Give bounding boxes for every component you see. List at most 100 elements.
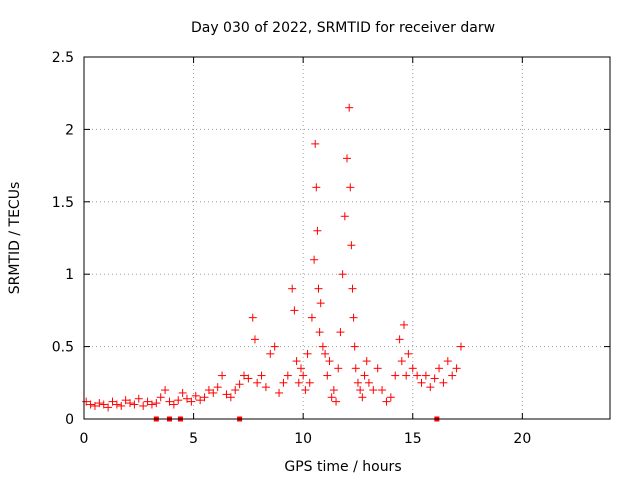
data-point <box>196 396 205 405</box>
data-point <box>382 397 391 406</box>
data-point <box>310 255 319 264</box>
data-point <box>204 386 213 395</box>
data-point <box>404 349 413 358</box>
data-point <box>112 400 121 409</box>
data-point <box>292 357 301 366</box>
data-point <box>397 357 406 366</box>
data-point <box>426 383 435 392</box>
data-point <box>266 349 275 358</box>
data-point <box>209 388 218 397</box>
x-axis-label: GPS time / hours <box>284 459 401 475</box>
data-point <box>222 390 231 399</box>
data-point <box>117 401 126 410</box>
data-point <box>358 393 367 402</box>
data-point <box>350 342 359 351</box>
data-point <box>200 393 209 402</box>
data-point <box>336 328 345 337</box>
x-tick-label: 0 <box>80 431 89 447</box>
data-point <box>332 397 341 406</box>
data-point <box>316 299 325 308</box>
data-point <box>126 399 135 408</box>
y-tick-label: 0 <box>65 412 74 428</box>
data-point <box>452 364 461 373</box>
data-point <box>165 397 174 406</box>
data-point <box>360 371 369 380</box>
data-point <box>95 399 104 408</box>
data-point <box>345 103 354 112</box>
data-point <box>147 400 156 409</box>
data-point <box>443 357 452 366</box>
data-point <box>327 393 336 402</box>
data-point <box>305 378 314 387</box>
data-point <box>218 371 227 380</box>
data-point <box>156 393 165 402</box>
data-point <box>301 386 310 395</box>
data-point <box>315 328 324 337</box>
data-point <box>257 371 266 380</box>
x-tick-label: 10 <box>294 431 312 447</box>
grid-lines <box>84 57 610 419</box>
data-point <box>349 313 358 322</box>
data-point <box>191 391 200 400</box>
chart-title: Day 030 of 2022, SRMTID for receiver dar… <box>191 20 495 36</box>
data-point <box>299 371 308 380</box>
data-point <box>161 386 170 395</box>
data-point <box>439 378 448 387</box>
data-point <box>279 378 288 387</box>
data-point <box>373 364 382 373</box>
data-point <box>139 401 148 410</box>
data-point <box>303 349 312 358</box>
data-point <box>104 403 113 412</box>
data-point <box>356 386 365 395</box>
data-point <box>290 306 299 315</box>
data-point <box>347 241 356 250</box>
data-point <box>250 335 259 344</box>
data-point <box>399 320 408 329</box>
data-point <box>261 383 270 392</box>
data-point <box>86 400 95 409</box>
y-tick-label: 1 <box>65 267 74 283</box>
data-point <box>313 226 322 235</box>
data-point <box>235 380 244 389</box>
data-point <box>348 284 357 293</box>
data-point <box>294 378 303 387</box>
x-tick-label: 5 <box>189 431 198 447</box>
data-point <box>395 335 404 344</box>
data-point <box>99 400 108 409</box>
data-point <box>174 396 183 405</box>
data-point <box>346 183 355 192</box>
data-point <box>430 374 439 383</box>
data-point <box>391 371 400 380</box>
data-point <box>270 342 279 351</box>
data-point <box>169 400 178 409</box>
data-point <box>329 386 338 395</box>
data-point <box>318 342 327 351</box>
plot-frame <box>83 56 611 420</box>
data-marks <box>82 103 465 422</box>
data-point <box>456 342 465 351</box>
data-point <box>402 371 411 380</box>
x-tick-label: 15 <box>404 431 422 447</box>
y-tick-label: 0.5 <box>52 340 74 356</box>
data-point <box>231 386 240 395</box>
data-point <box>325 357 334 366</box>
data-point <box>340 212 349 221</box>
data-point <box>90 401 99 410</box>
data-point <box>226 393 235 402</box>
data-point <box>364 378 373 387</box>
data-point <box>288 284 297 293</box>
data-point <box>275 388 284 397</box>
data-point <box>239 371 248 380</box>
data-point <box>351 364 360 373</box>
data-point <box>296 364 305 373</box>
data-point <box>121 396 130 405</box>
data-point <box>413 371 422 380</box>
data-point <box>134 394 143 403</box>
y-axis-label: SRMTID / TECUs <box>7 182 23 295</box>
data-point <box>334 364 343 373</box>
data-point <box>108 397 117 406</box>
data-point <box>369 386 378 395</box>
data-point <box>343 154 351 163</box>
data-point <box>152 399 161 408</box>
